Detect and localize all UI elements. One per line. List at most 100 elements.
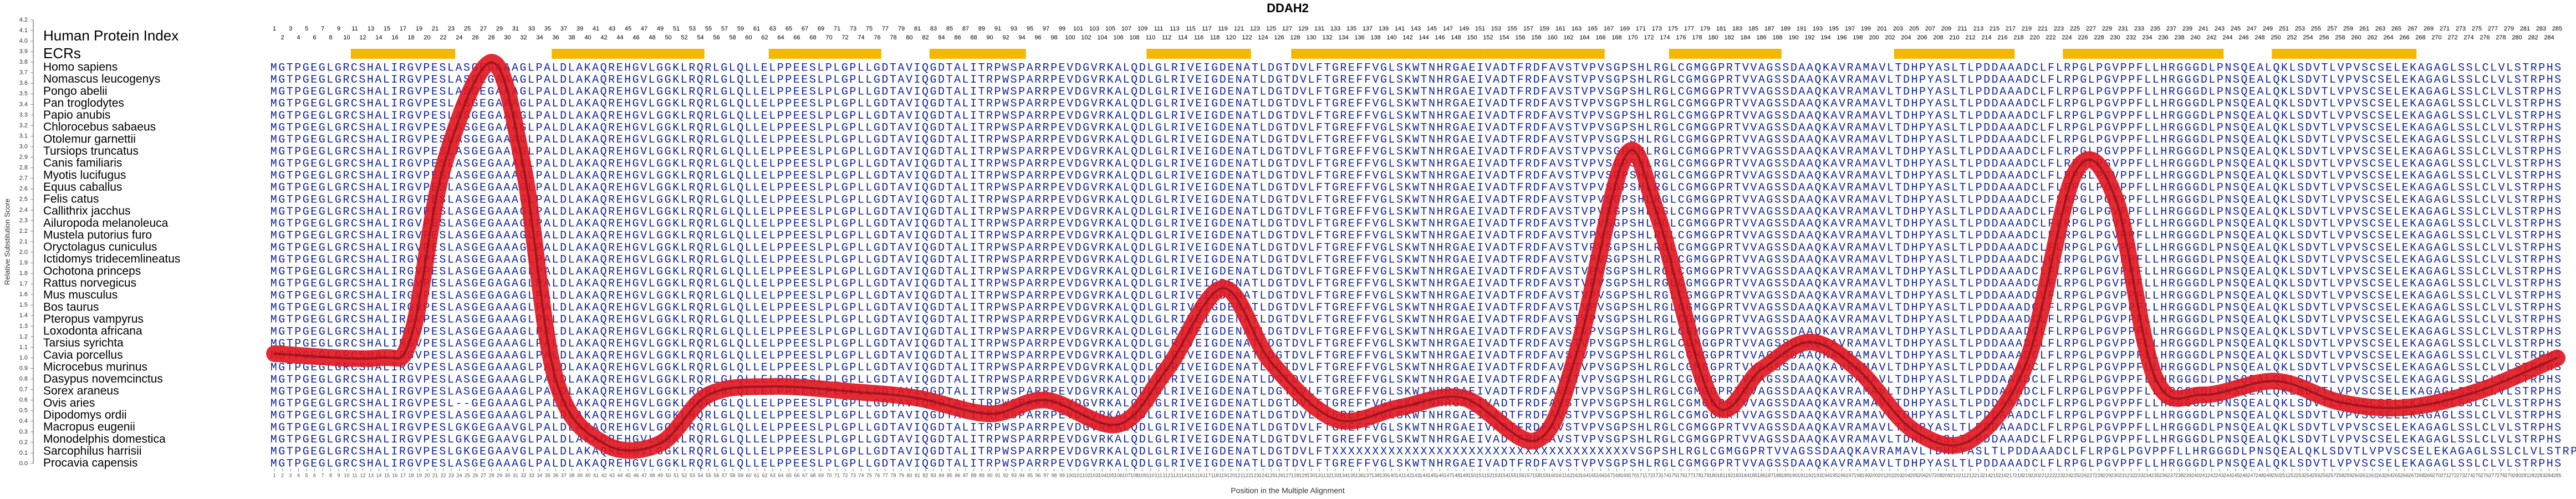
x-tick-label: 117 (1203, 472, 1211, 478)
x-tick-label: 131 (1315, 472, 1323, 478)
index-number: 175 (1668, 26, 1678, 32)
ecr-bar (1146, 49, 1251, 59)
species-name: Loxodonta africana (43, 325, 142, 338)
index-number: 7 (321, 26, 324, 32)
x-tick-label: 39 (577, 472, 583, 478)
y-tick-label: 2.0 (19, 249, 28, 256)
index-number: 11 (351, 26, 358, 32)
x-tick-label: 266 (2400, 472, 2409, 478)
index-number: 96 (1034, 34, 1041, 41)
index-number: 182 (1724, 34, 1734, 41)
x-tick-label: 6 (313, 472, 316, 478)
index-number: 129 (1298, 26, 1308, 32)
x-tick-label: 258 (2336, 472, 2344, 478)
x-tick-label: 220 (2031, 472, 2039, 478)
index-number: 173 (1652, 26, 1662, 32)
species-name: Chlorocebus sabaeus (43, 121, 156, 134)
x-tick-label: 68 (810, 472, 815, 478)
x-tick-label: 138 (1371, 472, 1380, 478)
sequence: MGTPGEGLGRCSHALIRGVPESLASGEGAAAGLPALDLAK… (271, 374, 2561, 386)
x-tick-label: 216 (1998, 472, 2007, 478)
index-number: 58 (729, 34, 736, 41)
index-number: 248 (2254, 34, 2264, 41)
x-tick-label: 145 (1427, 472, 1436, 478)
x-tick-label: 122 (1243, 472, 1251, 478)
index-number: 74 (858, 34, 864, 41)
index-number: 154 (1499, 34, 1509, 41)
index-number: 254 (2303, 34, 2313, 41)
index-number: 269 (2424, 26, 2434, 32)
species-name: Cavia porcellus (43, 349, 123, 361)
y-tick-label: 0.1 (19, 450, 28, 456)
species-name: Bos taurus (43, 301, 99, 313)
y-tick-label: 0.0 (19, 460, 28, 467)
x-tick-label: 274 (2465, 472, 2473, 478)
x-tick-label: 173 (1652, 472, 1661, 478)
index-number: 119 (1218, 26, 1228, 32)
index-number: 273 (2456, 26, 2466, 32)
x-tick-label: 135 (1347, 472, 1355, 478)
x-tick-label: 210 (1950, 472, 1958, 478)
x-tick-label: 101 (1074, 472, 1082, 478)
sequence: MGTPGEGLGRCSHALIRGVPESLASGEGAAAGLPALDLAK… (271, 206, 2561, 218)
index-number: 285 (2552, 26, 2562, 32)
index-number: 251 (2279, 26, 2289, 32)
x-tick-label: 109 (1138, 472, 1146, 478)
x-tick-label: 243 (2215, 472, 2223, 478)
x-tick-label: 237 (2167, 472, 2175, 478)
index-number: 37 (560, 26, 567, 32)
x-tick-label: 111 (1155, 472, 1162, 478)
index-number: 208 (1933, 34, 1943, 41)
y-tick-label: 1.2 (19, 333, 28, 340)
index-number: 99 (1059, 26, 1065, 32)
y-tick-label: 2.4 (19, 207, 28, 213)
index-number: 214 (1981, 34, 1991, 41)
index-number: 22 (440, 34, 446, 41)
x-tick-label: 270 (2432, 472, 2441, 478)
index-number: 27 (480, 26, 487, 32)
x-tick-label: 51 (674, 472, 679, 478)
x-tick-label: 229 (2103, 472, 2111, 478)
x-tick-label: 136 (1355, 472, 1364, 478)
x-tick-label: 175 (1669, 472, 1677, 478)
index-number: 25 (464, 26, 471, 32)
index-number: 41 (593, 26, 599, 32)
index-number: 52 (681, 34, 687, 41)
y-tick-label: 2.9 (19, 154, 28, 161)
x-tick-label: 228 (2095, 472, 2103, 478)
index-number: 32 (520, 34, 527, 41)
x-tick-label: 106 (1114, 472, 1123, 478)
index-number: 192 (1804, 34, 1814, 41)
index-number: 39 (577, 26, 583, 32)
x-tick-label: 245 (2231, 472, 2240, 478)
index-number: 93 (1011, 26, 1017, 32)
species-name: Tursiops truncatus (43, 145, 139, 157)
y-tick-label: 1.5 (19, 302, 28, 308)
sequence: MGTPGEGLGRCSHALIRGVPESLASGEGAGAGLPALDLAK… (271, 278, 2561, 291)
y-tick-label: 0.6 (19, 397, 28, 404)
x-tick-label: 134 (1339, 472, 1348, 478)
index-number: 160 (1547, 34, 1557, 41)
index-number: 145 (1427, 26, 1437, 32)
x-tick-label: 164 (1580, 472, 1589, 478)
species-name: Dipodomys ordii (43, 409, 127, 421)
x-tick-label: 86 (955, 472, 960, 478)
index-number: 153 (1491, 26, 1501, 32)
index-number: 150 (1467, 34, 1477, 41)
x-tick-label: 55 (706, 472, 711, 478)
y-tick-label: 4.1 (19, 27, 28, 34)
index-number: 266 (2399, 34, 2409, 41)
sequence: MGTPGEGLGRCSHALIRGVPESLASGEGAAAGLPALDLAK… (271, 266, 2561, 278)
sequence: MGTPGEGLGRCSHALIRGVPESLASGEGAAAGLPALDLAK… (271, 134, 2561, 146)
index-number: 56 (713, 34, 720, 41)
index-number: 162 (1563, 34, 1573, 41)
index-number: 30 (504, 34, 511, 41)
index-number: 151 (1475, 26, 1485, 32)
index-number: 283 (2536, 26, 2546, 32)
y-tick-label: 2.8 (19, 165, 28, 171)
y-tick-label: 3.2 (19, 122, 28, 129)
sequence: MGTPGEGLGRCSHALIRGVPESLASGEGAGAGLPALDLAK… (271, 289, 2561, 302)
index-number: 49 (657, 26, 664, 32)
index-number: 130 (1306, 34, 1316, 41)
index-number: 221 (2038, 26, 2048, 32)
